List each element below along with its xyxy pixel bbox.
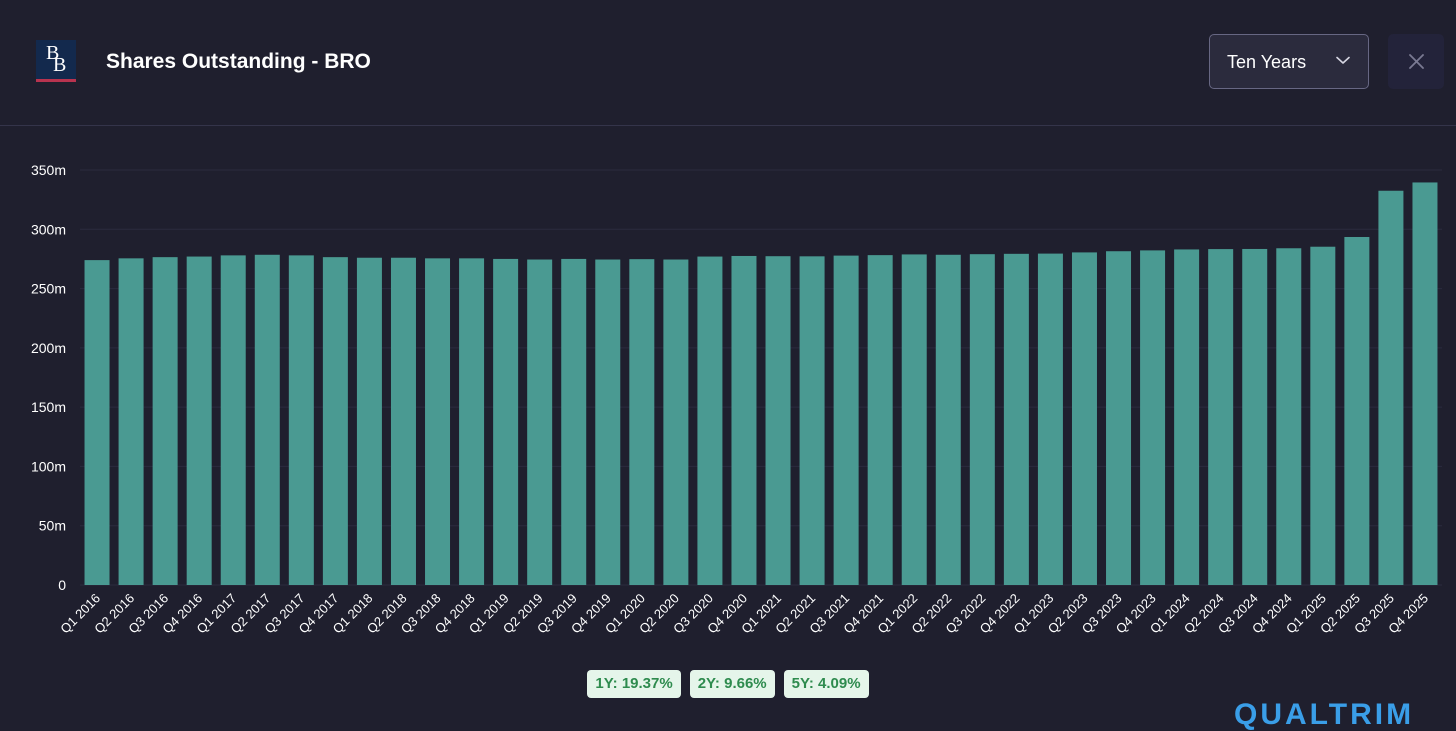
bar	[1344, 236, 1370, 585]
bar	[254, 254, 280, 585]
bar	[1003, 253, 1029, 585]
bar	[527, 259, 553, 585]
bar	[697, 256, 723, 585]
y-tick-label: 100m	[31, 458, 66, 474]
company-logo: B B	[36, 40, 76, 82]
stat-badge-2y: 2Y: 9.66%	[689, 670, 775, 698]
bar	[969, 254, 995, 585]
stat-badge-1y: 1Y: 19.37%	[587, 670, 681, 698]
page-title: Shares Outstanding - BRO	[106, 50, 371, 73]
bar	[459, 258, 485, 585]
bar	[1140, 250, 1166, 585]
bar	[1037, 253, 1063, 585]
bar	[1106, 251, 1132, 585]
y-tick-label: 50m	[39, 518, 66, 534]
growth-stats: 1Y: 19.37% 2Y: 9.66% 5Y: 4.09%	[0, 670, 1456, 700]
close-icon	[1409, 54, 1424, 69]
bar	[1208, 249, 1234, 585]
bar	[186, 256, 212, 585]
bar	[118, 258, 144, 585]
header-bar: B B Shares Outstanding - BRO Ten Years	[0, 0, 1456, 126]
bar	[322, 257, 348, 585]
bar	[833, 255, 859, 585]
bar	[1242, 248, 1268, 585]
logo-letter: B	[46, 42, 60, 64]
bar	[390, 257, 416, 585]
bar	[867, 255, 893, 585]
bar	[425, 258, 451, 585]
bar	[220, 255, 246, 585]
y-tick-label: 300m	[31, 221, 66, 237]
y-tick-label: 0	[58, 577, 66, 593]
period-dropdown[interactable]: Ten Years	[1209, 34, 1369, 89]
y-tick-label: 200m	[31, 340, 66, 356]
bar	[765, 256, 791, 585]
bar	[663, 259, 689, 585]
chevron-down-icon	[1336, 56, 1350, 64]
bar	[561, 258, 587, 585]
bar	[152, 257, 178, 585]
watermark: QUALTRIM	[1234, 698, 1415, 731]
bar	[935, 254, 961, 585]
stat-badge-5y: 5Y: 4.09%	[783, 670, 869, 698]
logo-letter: B	[53, 54, 67, 76]
bar	[1310, 246, 1336, 586]
bar	[731, 255, 757, 585]
bar	[1378, 190, 1404, 585]
bar	[1412, 182, 1438, 585]
bar	[629, 259, 655, 585]
bar	[493, 258, 519, 585]
bar	[288, 255, 314, 585]
bar	[84, 260, 110, 585]
y-tick-label: 150m	[31, 399, 66, 415]
bar	[799, 256, 825, 585]
bar	[356, 257, 382, 585]
period-dropdown-value: Ten Years	[1227, 52, 1307, 72]
bar	[1174, 249, 1200, 585]
bar	[1276, 248, 1302, 585]
bar	[1071, 252, 1097, 585]
bar	[595, 259, 621, 585]
y-tick-label: 250m	[31, 281, 66, 297]
bar	[901, 254, 927, 585]
close-button[interactable]	[1388, 34, 1444, 89]
y-tick-label: 350m	[31, 162, 66, 178]
